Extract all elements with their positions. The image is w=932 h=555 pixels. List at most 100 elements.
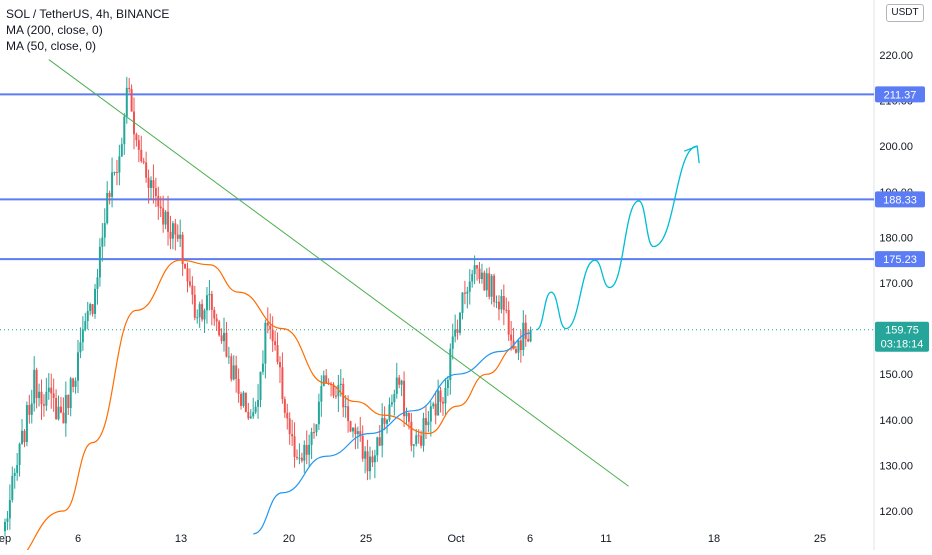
- projection-curve[interactable]: [536, 145, 698, 331]
- candle-body: [390, 402, 393, 405]
- candle-body: [157, 196, 160, 207]
- candle-body: [315, 424, 318, 433]
- candle-body: [225, 332, 228, 357]
- current-price-label: 159.75: [885, 325, 919, 337]
- candle-body: [283, 399, 286, 413]
- level-price-tag: [875, 86, 925, 103]
- candle-body: [427, 421, 430, 426]
- ma50-legend[interactable]: MA (50, close, 0): [6, 39, 97, 53]
- candle-body: [227, 356, 230, 358]
- candle-body: [269, 325, 272, 330]
- candle-body: [485, 273, 488, 291]
- candle-body: [35, 369, 38, 399]
- candle-body: [198, 304, 201, 318]
- candle-body: [128, 87, 131, 90]
- x-tick-label: 18: [708, 533, 720, 545]
- candle-body: [74, 380, 77, 387]
- ma200-legend[interactable]: MA (200, close, 0): [6, 23, 103, 37]
- candle-body: [113, 171, 116, 173]
- candle-body: [6, 518, 9, 523]
- candle-body: [344, 406, 347, 408]
- candle-body: [296, 456, 298, 458]
- candle-body: [308, 444, 311, 455]
- candle-body: [471, 274, 474, 282]
- currency-unit-badge[interactable]: USDT: [886, 4, 924, 22]
- candle-body: [81, 329, 84, 343]
- candle-body: [415, 435, 418, 445]
- candle-body: [55, 398, 58, 420]
- x-tick-label: 11: [600, 533, 611, 545]
- candle-body: [466, 291, 469, 294]
- candle-body: [169, 231, 172, 239]
- candle-body: [317, 401, 320, 425]
- horizontal-levels[interactable]: [0, 93, 874, 331]
- candle-body: [237, 378, 240, 394]
- candle-body: [59, 406, 62, 413]
- price-axis[interactable]: 220.00210.00200.00190.00180.00170.00160.…: [879, 50, 913, 518]
- level-price-label: 188.33: [883, 194, 917, 206]
- chart-legend: SOL / TetherUS, 4h, BINANCE MA (200, clo…: [6, 6, 169, 54]
- candle-body: [266, 322, 269, 326]
- candle-body: [242, 392, 245, 406]
- candle-body: [429, 406, 432, 422]
- candle-body: [278, 362, 281, 368]
- trendline[interactable]: [48, 59, 629, 487]
- candle-body: [98, 246, 101, 278]
- candle-body: [96, 277, 99, 289]
- candle-body: [72, 378, 75, 387]
- candle-body: [495, 301, 498, 303]
- candle-body: [77, 352, 79, 381]
- candle-body: [359, 431, 362, 436]
- candle-body: [111, 172, 114, 197]
- candlesticks: [4, 76, 532, 537]
- candle-body: [205, 295, 208, 311]
- x-tick-label: 25: [814, 533, 826, 545]
- candle-body: [147, 177, 150, 188]
- candle-body: [196, 317, 199, 319]
- candle-body: [101, 237, 104, 247]
- candle-body: [45, 391, 48, 406]
- projection-arrowhead: [683, 145, 700, 164]
- candle-body: [89, 304, 92, 312]
- candle-body: [305, 444, 308, 455]
- candle-body: [373, 455, 376, 463]
- candle-body: [274, 341, 277, 346]
- x-tick-label: Oct: [447, 533, 464, 545]
- candle-body: [257, 400, 260, 407]
- candle-body: [133, 111, 135, 135]
- candle-body: [201, 304, 204, 320]
- candle-body: [164, 211, 167, 225]
- candle-body: [529, 329, 532, 342]
- candle-body: [123, 116, 126, 145]
- candle-body: [218, 321, 221, 336]
- projection-path[interactable]: [536, 145, 700, 331]
- candle-body: [468, 281, 471, 292]
- price-tags: 211.37 188.33 175.23 159.75 03:18:14: [875, 86, 929, 352]
- candle-body: [235, 365, 238, 379]
- candle-body: [23, 430, 26, 443]
- y-tick-label: 200.00: [879, 141, 913, 153]
- candle-body: [213, 309, 216, 319]
- candle-body: [322, 375, 325, 387]
- candle-body: [52, 393, 55, 399]
- candle-body: [142, 161, 145, 163]
- candle-body: [354, 427, 357, 435]
- candle-body: [507, 310, 510, 335]
- descending-trendline[interactable]: [48, 59, 629, 487]
- candle-body: [57, 406, 60, 420]
- candle-body: [298, 457, 301, 459]
- x-tick-label: 6: [527, 533, 533, 545]
- current-price-tag: [875, 321, 929, 352]
- candle-body: [439, 390, 442, 402]
- candle-body: [220, 335, 223, 342]
- candle-body: [28, 405, 31, 415]
- time-axis[interactable]: ep 6 13 20 25 Oct 6 11 18 25: [0, 533, 826, 545]
- symbol-title[interactable]: SOL / TetherUS, 4h, BINANCE: [6, 7, 170, 21]
- candle-body: [276, 345, 279, 363]
- candle-body: [291, 434, 294, 437]
- candle-body: [184, 264, 187, 269]
- countdown-label: 03:18:14: [881, 339, 924, 351]
- candle-body: [371, 456, 374, 463]
